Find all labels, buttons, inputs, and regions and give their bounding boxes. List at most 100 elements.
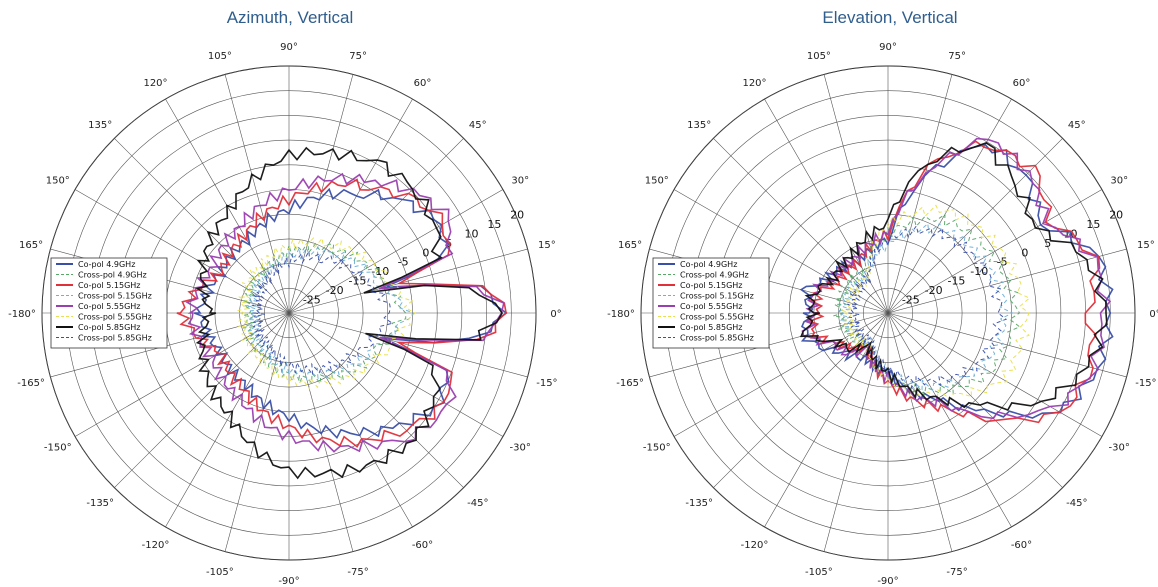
angle-tick-label: 165° [19,240,43,251]
radial-tick-label: -25 [303,294,321,307]
angle-tick-label: -180° [8,309,36,320]
angle-tick-label: 75° [349,51,367,62]
angle-tick-label: -15° [1135,378,1156,389]
grid-spoke [713,312,889,488]
grid-spoke [887,312,1127,378]
legend-label: Cross-pol 4.9GHz [680,271,749,280]
legend-label: Co-pol 5.15GHz [680,281,742,290]
angle-tick-label: -15° [536,378,557,389]
radial-tick-label: 0 [1021,246,1028,259]
legend-label: Cross-pol 5.85GHz [680,334,754,343]
angle-tick-label: 45° [1068,120,1086,131]
radial-tick-label: 15 [1086,218,1100,231]
series-line [799,142,1108,411]
grid-spoke [288,312,464,488]
angle-tick-label: -120° [741,540,769,551]
grid-spoke [764,98,889,314]
series-group [799,137,1114,424]
series-line [242,240,407,385]
grid-spoke [114,138,290,314]
angle-tick-label: -60° [412,540,433,551]
legend-label: Cross-pol 5.15GHz [680,292,754,301]
elevation-polar-chart: 0° 15° 30° 45° 60° 75° 90° 105° 120° 135° 150° 165°… [607,42,1158,587]
azimuth-polar-chart: 0° 15° 30° 45° 60° 75° 90° 105° 120° 135° 150° 165°… [8,42,562,587]
legend-label: Co-pol 5.55GHz [78,302,140,311]
grid-spoke [887,138,1063,314]
angle-tick-label: 0° [550,309,561,320]
radial-tick-label: -25 [902,294,920,307]
angle-tick-label: 105° [807,51,831,62]
radial-tick-label: 10 [465,227,479,240]
angle-tick-label: -45° [467,498,488,509]
angle-tick-label: -120° [142,540,170,551]
grid-spoke [288,189,504,314]
grid-spoke [288,138,464,314]
legend-label: Co-pol 5.85GHz [78,323,140,332]
angle-tick-label: 150° [645,176,669,187]
angle-tick-label: 30° [511,176,529,187]
azimuth-chart-title: Azimuth, Vertical [226,8,354,27]
grid-spoke [165,312,290,528]
angle-tick-label: -30° [1109,443,1130,454]
grid-spoke [887,312,1012,528]
angle-tick-label: 165° [618,240,642,251]
grid-spoke [887,189,1103,314]
angle-tick-label: 30° [1110,176,1128,187]
legend-label: Cross-pol 5.15GHz [78,292,152,301]
angle-tick-label: 90° [280,42,298,53]
grid-spoke [887,312,1103,437]
angle-tick-label: -90° [278,576,299,587]
grid-spoke [288,74,354,314]
series-line [247,246,415,380]
grid-spoke [74,189,290,314]
legend-label: Cross-pol 4.9GHz [78,271,147,280]
radial-tick-label: 0 [422,246,429,259]
angle-tick-label: -75° [946,567,967,578]
angle-tick-label: 0° [1149,309,1158,320]
series-line [841,204,1031,400]
grid-spoke [288,248,528,314]
angle-tick-label: 105° [208,51,232,62]
radial-tick-label: -20 [925,284,943,297]
legend-label: Co-pol 5.85GHz [680,323,742,332]
angle-tick-label: 60° [1013,78,1031,89]
grid-spoke [887,98,1012,314]
angle-tick-label: -30° [510,443,531,454]
legend-box [50,257,168,349]
grid-spoke [823,74,889,314]
grid-spoke [713,138,889,314]
legend-label: Co-pol 5.55GHz [680,302,742,311]
angle-tick-label: 15° [538,240,556,251]
angle-tick-label: 75° [948,51,966,62]
legend-box [652,257,770,349]
series-line [847,224,1008,388]
grid-spoke [50,312,290,378]
legend-label: Cross-pol 5.55GHz [680,313,754,322]
radial-tick-label: -10 [970,265,988,278]
angle-tick-label: -105° [805,567,833,578]
angle-tick-label: 135° [88,120,112,131]
radial-tick-label: 20 [510,208,524,221]
legend-label: Co-pol 5.15GHz [78,281,140,290]
angle-tick-label: -135° [86,498,114,509]
angle-tick-label: -165° [616,378,644,389]
angle-tick-label: 60° [414,78,432,89]
grid-spoke [288,98,413,314]
angle-tick-label: -150° [44,443,72,454]
angle-tick-label: -45° [1066,498,1087,509]
angle-tick-label: 120° [143,78,167,89]
legend-label: Cross-pol 5.85GHz [78,334,152,343]
radial-tick-label: 5 [1044,237,1051,250]
radial-tick-label: -20 [326,284,344,297]
elevation-chart-title: Elevation, Vertical [822,8,958,27]
angle-tick-label: -105° [206,567,234,578]
angle-tick-label: -180° [607,309,635,320]
grid-spoke [673,189,889,314]
legend-label: Cross-pol 5.55GHz [78,313,152,322]
series-line [252,249,394,377]
grid-spoke [887,312,953,552]
angle-tick-label: 90° [879,42,897,53]
angle-tick-label: -150° [643,443,671,454]
series-line [193,187,508,440]
